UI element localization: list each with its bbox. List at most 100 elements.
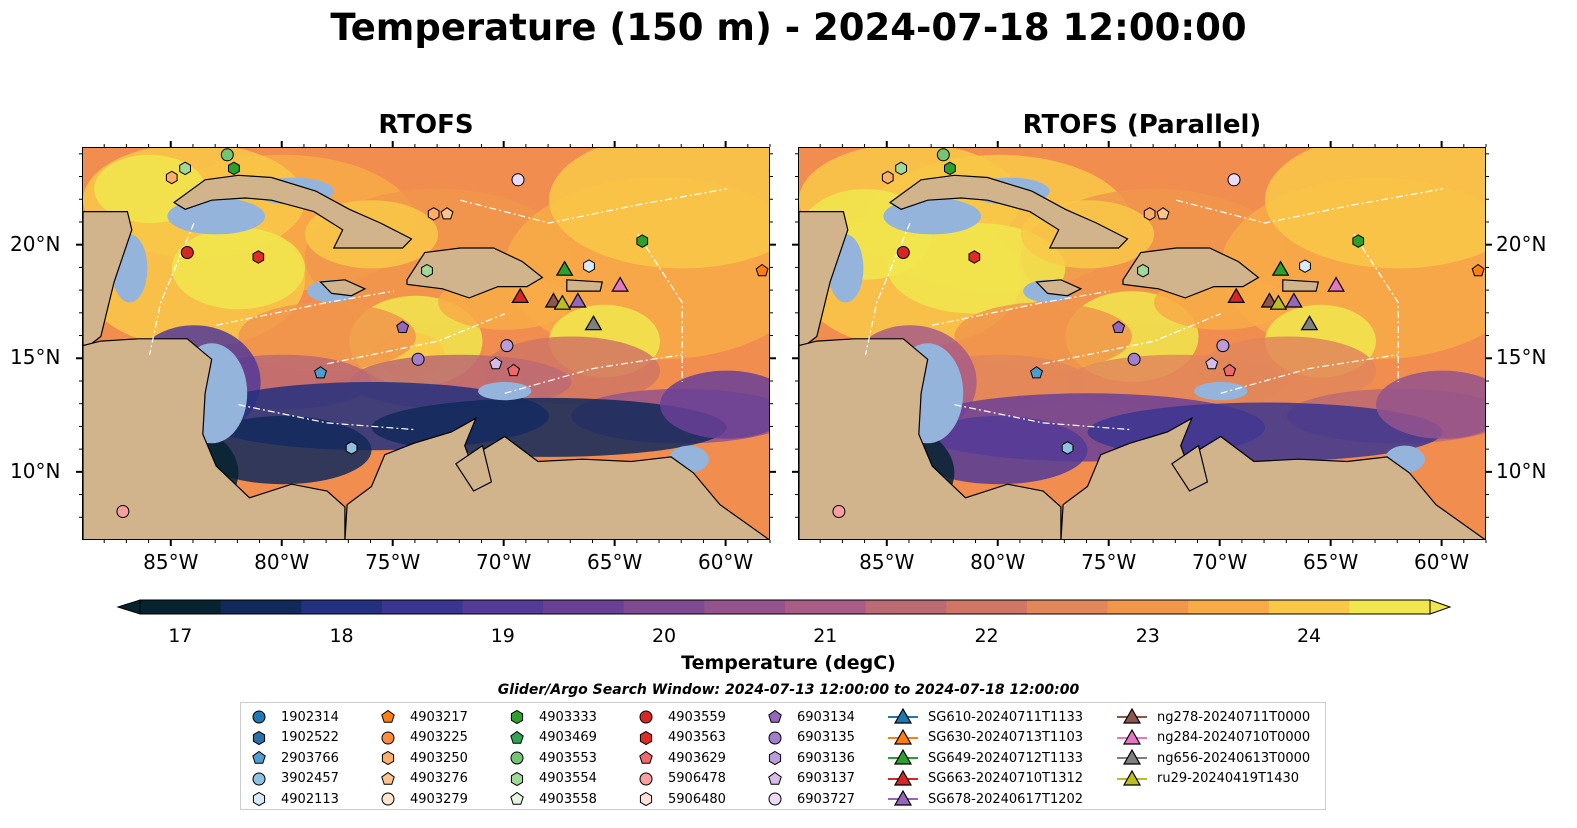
colorbar-tick-label: 22 (974, 625, 999, 647)
legend-label: 3902457 (281, 771, 339, 787)
glider-marker (511, 287, 530, 303)
lon-tick-label: 65°W (1303, 550, 1359, 574)
colorbar-segment (1188, 600, 1270, 614)
legend-label: SG630-20240713T1103 (928, 730, 1084, 746)
colorbar-segment (946, 600, 1028, 614)
legend-entry: ng278-20240711T0000 (1117, 707, 1310, 728)
glider-track-icon (1117, 708, 1147, 724)
colorbar-segment (704, 600, 786, 614)
lon-tick-label: 70°W (1192, 550, 1248, 574)
legend-column: 4903333 4903469 4903553 4903554 4903558 (509, 707, 597, 810)
triangle-icon (893, 708, 913, 724)
glider-marker (1227, 287, 1246, 303)
panel-title-rtofs-parallel: RTOFS (Parallel) (1022, 110, 1262, 140)
legend-column: SG610-20240711T1133 SG630-20240713T1103 SG… (888, 707, 1083, 810)
legend-label: 4903559 (668, 709, 726, 725)
legend-entry: ru29-20240419T1430 (1117, 769, 1310, 790)
colorbar-segment (1268, 600, 1350, 614)
legend-entry: 4902113 (251, 789, 339, 810)
colorbar-segment (381, 600, 463, 614)
eez-boundaries (865, 188, 1443, 431)
legend-label: ru29-20240419T1430 (1157, 771, 1300, 787)
legend-label: SG610-20240711T1133 (928, 709, 1084, 725)
colorbar-segment (785, 600, 867, 614)
temperature-patch (887, 223, 1066, 314)
colorbar-tick-label: 19 (490, 625, 515, 647)
legend-entry: ng284-20240710T0000 (1117, 728, 1310, 749)
colorbar-tick-label: 17 (168, 625, 193, 647)
axis-ticks (76, 141, 1492, 546)
legend-label: 6903727 (797, 791, 855, 807)
argo-marker (180, 246, 194, 259)
hexagon-icon (252, 792, 266, 807)
land-puertorico (1282, 279, 1320, 292)
argo-marker (427, 207, 440, 221)
legend-label: 4903558 (539, 791, 597, 807)
argo-marker (421, 263, 433, 278)
lon-tick-label: 75°W (365, 550, 421, 574)
legend-label: 4903563 (668, 730, 726, 746)
legend-label: ng656-20240613T0000 (1157, 750, 1311, 766)
triangle-icon (893, 790, 913, 806)
argo-float-icon (639, 730, 653, 745)
colorbar-segment (301, 600, 383, 614)
colorbar (116, 599, 1452, 615)
argo-marker (895, 161, 907, 176)
circle-icon (639, 710, 653, 724)
argo-marker (489, 356, 503, 370)
argo-float-icon (252, 730, 266, 745)
panel-title-rtofs: RTOFS (378, 110, 474, 140)
eez-line (1220, 354, 1399, 394)
glider-marker (1269, 294, 1288, 310)
argo-float-icon (381, 792, 395, 806)
land-hispaniola (1122, 247, 1260, 299)
eez-line (637, 233, 683, 382)
legend-entry: 4903563 (638, 728, 726, 749)
legend-label: SG678-20240617T1202 (928, 791, 1084, 807)
argo-marker (1216, 339, 1230, 353)
glider-marker (1271, 260, 1290, 276)
pentagon-icon (639, 751, 653, 765)
triangle-icon (1122, 769, 1142, 786)
argo-marker (511, 173, 525, 187)
triangle-icon (893, 769, 913, 786)
legend: 1902314 1902522 2903766 3902457 4902113 49032… (240, 702, 1326, 810)
argo-float-icon (768, 731, 782, 745)
land-peninsula (1171, 444, 1209, 492)
glider-marker (584, 315, 603, 331)
legend-entry: SG663-20240710T1312 (888, 769, 1083, 790)
legend-label: 6903134 (797, 709, 855, 725)
colorbar-segment (1349, 600, 1431, 614)
legend-label: 4903629 (668, 750, 726, 766)
argo-marker (440, 207, 454, 220)
legend-column: 4903217 4903225 4903250 4903276 4903279 (380, 707, 468, 810)
legend-label: 4903217 (410, 709, 468, 725)
colorbar-tick-label: 18 (329, 625, 354, 647)
colorbar-segment (865, 600, 947, 614)
argo-marker (881, 170, 894, 185)
colorbar-label: Temperature (degC) (681, 652, 896, 674)
temperature-map-rtofs (83, 148, 769, 539)
land-cuba (172, 174, 413, 249)
argo-marker (944, 161, 956, 176)
circle-icon (252, 710, 266, 724)
hexagon-icon (252, 730, 266, 745)
pentagon-icon (252, 751, 266, 765)
argo-marker (1471, 263, 1485, 277)
legend-label: 4903554 (539, 771, 597, 787)
figure-title: Temperature (150 m) - 2024-07-18 12:00:0… (330, 6, 1247, 49)
argo-marker (220, 148, 234, 162)
legend-entry: 6903135 (767, 728, 855, 749)
argo-float-icon (639, 772, 653, 786)
eez-line (1353, 233, 1399, 382)
argo-float-icon (639, 792, 653, 807)
glider-marker (1327, 276, 1345, 292)
argo-float-icon (768, 710, 782, 724)
circle-icon (252, 772, 266, 786)
legend-entry: 4903558 (509, 789, 597, 810)
legend-entry: 1902522 (251, 728, 339, 749)
legend-label: SG649-20240712T1133 (928, 750, 1084, 766)
argo-float-icon (510, 792, 524, 806)
argo-float-icon (381, 771, 395, 785)
argo-float-icon (768, 792, 782, 806)
